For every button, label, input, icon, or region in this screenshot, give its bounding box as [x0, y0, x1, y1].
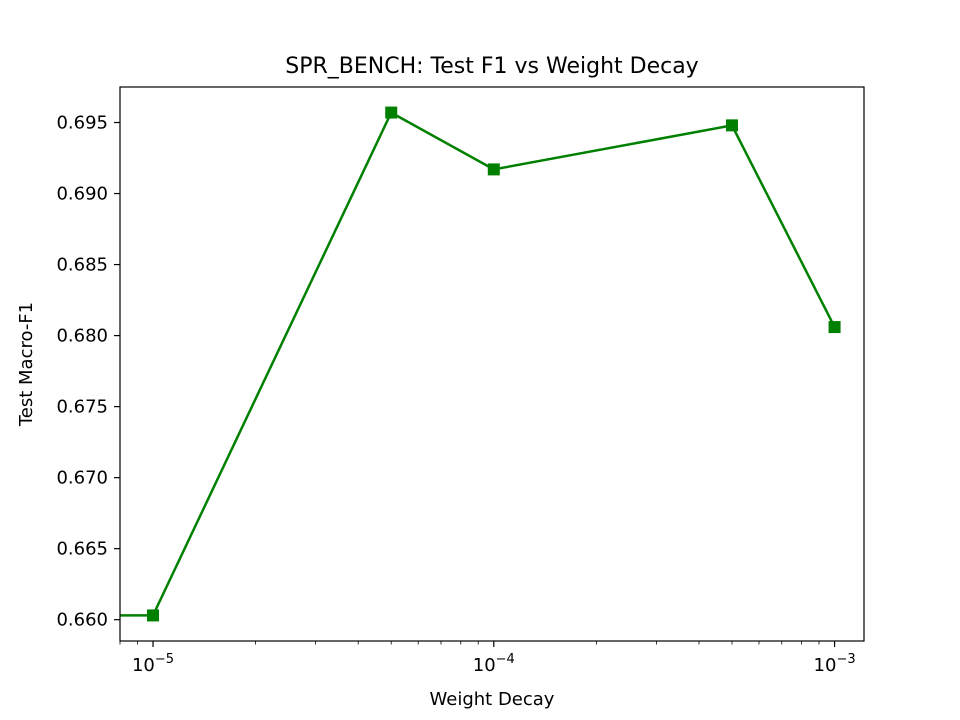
- data-point-marker: [828, 321, 841, 334]
- data-point-marker: [385, 106, 398, 119]
- y-tick-label: 0.695: [56, 113, 108, 134]
- y-tick-label: 0.670: [56, 468, 108, 489]
- y-tick-label: 0.675: [56, 397, 108, 418]
- y-tick-label: 0.690: [56, 184, 108, 205]
- y-tick-label: 0.665: [56, 539, 108, 560]
- chart-title: SPR_BENCH: Test F1 vs Weight Decay: [285, 54, 698, 79]
- plot-frame: [119, 86, 865, 642]
- data-point-marker: [487, 163, 500, 176]
- series-line: [120, 111, 836, 617]
- x-axis-label: Weight Decay: [430, 689, 555, 710]
- y-tick-label: 0.685: [56, 255, 108, 276]
- plot-area: 0.660 0.665 0.670 0.675 0.680 0.685 0.690 0.695…: [56, 86, 865, 676]
- y-tick-label: 0.680: [56, 326, 108, 347]
- data-point-marker: [147, 609, 160, 622]
- y-axis-label: Test Macro-F1: [16, 302, 37, 427]
- x-tick-label: 10−3: [814, 652, 856, 676]
- x-tick-label: 10−5: [132, 652, 174, 676]
- data-point-marker: [725, 119, 738, 132]
- x-tick-label: 10−4: [473, 652, 515, 676]
- y-tick-label: 0.660: [56, 610, 108, 631]
